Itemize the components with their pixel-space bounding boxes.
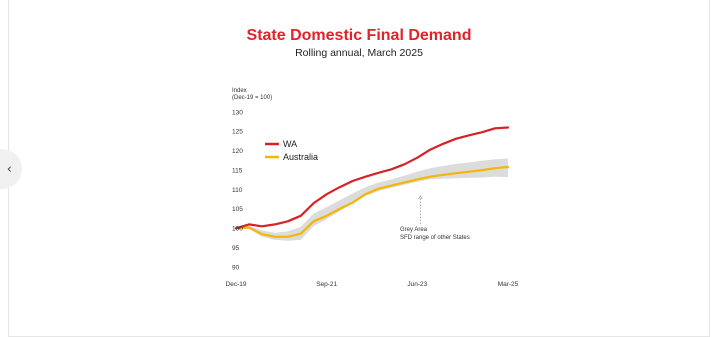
data-point-wa: [352, 180, 354, 182]
data-point-australia: [377, 188, 380, 190]
chart-subtitle: Rolling annual, March 2025: [295, 47, 423, 59]
annotation-arrowhead: [418, 195, 423, 200]
data-point-australia: [287, 236, 289, 238]
legend-label-wa: WA: [283, 139, 297, 149]
x-tick-labels: Dec-19 Sep-21 Jun-23 Mar-25: [226, 281, 519, 288]
data-point-wa: [326, 193, 328, 195]
chevron-left-icon: ‹: [6, 161, 12, 177]
y-tick-label: 90: [232, 264, 240, 271]
data-point-wa: [494, 127, 496, 129]
data-point-australia: [390, 185, 392, 187]
data-point-wa: [339, 186, 341, 188]
data-point-wa: [313, 202, 315, 204]
y-tick-label: 120: [232, 148, 243, 155]
y-tick-label: 110: [232, 187, 243, 194]
y-tick-label: 125: [232, 129, 243, 136]
data-point-australia: [481, 169, 483, 171]
y-tick-label: 105: [232, 206, 243, 213]
data-point-australia: [429, 176, 431, 178]
series-layer: [234, 126, 510, 238]
data-point-wa: [481, 131, 483, 133]
data-point-wa: [429, 149, 431, 151]
legend: WA Australia: [265, 139, 318, 162]
data-point-wa: [455, 138, 457, 140]
series-line-australia: [234, 165, 510, 238]
y-axis-title-line1: Index: [232, 88, 247, 94]
data-point-wa: [416, 157, 418, 159]
legend-label-australia: Australia: [283, 152, 318, 162]
data-point-wa: [377, 172, 380, 174]
data-point-australia: [352, 202, 354, 204]
x-tick-label: Jun-23: [407, 281, 427, 288]
y-tick-labels: 90 95 100 105 110 115 120 125 130: [232, 109, 243, 271]
data-point-wa: [300, 215, 302, 217]
data-point-australia: [494, 167, 496, 169]
annotation-line1: Grey Area: [400, 227, 428, 233]
slide-frame: [8, 0, 710, 337]
band-area: [236, 158, 508, 241]
data-point-wa: [235, 227, 237, 229]
data-point-wa: [364, 176, 367, 178]
data-point-australia: [274, 236, 276, 238]
x-tick-label: Dec-19: [226, 281, 247, 288]
data-point-australia: [455, 172, 457, 174]
data-point-wa: [261, 225, 263, 227]
data-point-australia: [507, 166, 509, 168]
data-point-australia: [248, 226, 250, 229]
data-point-wa: [274, 223, 276, 225]
series-line-wa: [234, 126, 510, 230]
data-point-australia: [364, 193, 367, 195]
data-point-australia: [442, 174, 444, 176]
x-tick-label: Mar-25: [498, 281, 519, 288]
data-point-australia: [261, 233, 263, 235]
data-point-wa: [468, 134, 470, 136]
x-tick-label: Sep-21: [316, 281, 337, 288]
y-tick-label: 100: [232, 226, 243, 233]
y-tick-label: 130: [232, 109, 243, 116]
data-point-australia: [468, 171, 470, 173]
data-point-wa: [287, 220, 289, 222]
annotation: Grey Area SFD range of other States: [400, 195, 470, 241]
data-point-australia: [300, 233, 302, 235]
data-point-australia: [326, 215, 328, 217]
data-point-wa: [403, 163, 405, 165]
data-point-australia: [416, 178, 418, 180]
chart-title: State Domestic Final Demand: [246, 27, 472, 44]
data-point-wa: [390, 168, 392, 170]
previous-slide-button[interactable]: ‹: [0, 149, 22, 189]
data-point-wa: [442, 143, 444, 145]
y-axis-title-line2: (Dec-19 = 100): [232, 95, 272, 101]
data-point-australia: [339, 208, 341, 210]
annotation-line2: SFD range of other States: [400, 235, 470, 241]
band-layer: [236, 158, 508, 241]
data-point-australia: [313, 220, 315, 222]
data-point-wa: [248, 223, 250, 225]
data-point-australia: [403, 181, 405, 184]
y-tick-label: 95: [232, 245, 240, 252]
data-point-wa: [507, 126, 509, 129]
y-tick-label: 115: [232, 167, 243, 174]
